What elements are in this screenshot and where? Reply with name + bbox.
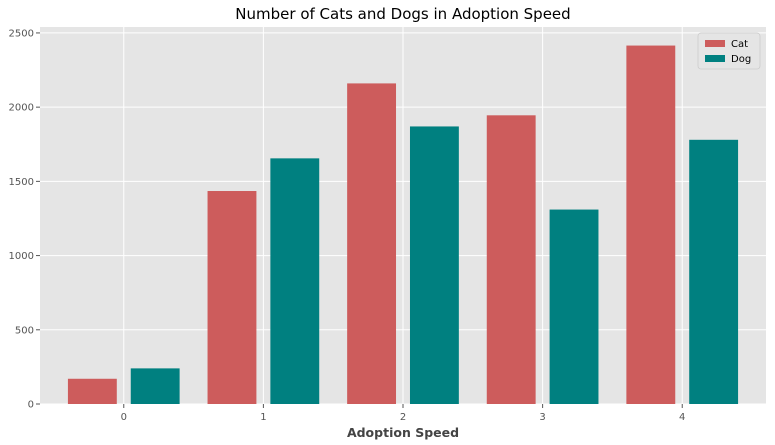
grid-lines — [40, 27, 766, 405]
y-tick-label: 1500 — [9, 177, 34, 188]
legend-swatch-cat — [705, 40, 725, 47]
x-tick-label: 4 — [679, 412, 685, 423]
legend-swatch-dog — [705, 55, 725, 62]
x-tick-label: 0 — [121, 412, 127, 423]
y-tick-label: 2000 — [9, 103, 34, 114]
bar-dog-1 — [270, 158, 320, 404]
legend-label-dog: Dog — [731, 54, 751, 65]
bar-dog-0 — [130, 368, 180, 404]
bar-cat-3 — [486, 115, 536, 405]
legend: Cat Dog — [697, 32, 761, 70]
bar-cat-4 — [626, 45, 676, 404]
x-ticks: 0 1 2 3 4 — [121, 404, 685, 423]
y-tick-label: 2500 — [9, 28, 34, 39]
x-tick-label: 2 — [400, 412, 406, 423]
x-tick-label: 3 — [539, 412, 545, 423]
bar-dog-2 — [409, 126, 459, 404]
x-axis-label: Adoption Speed — [347, 425, 459, 440]
x-tick-label: 1 — [260, 412, 266, 423]
bars-group — [67, 45, 739, 405]
bar-cat-0 — [67, 378, 117, 404]
y-tick-label: 500 — [15, 325, 34, 336]
chart-title: Number of Cats and Dogs in Adoption Spee… — [235, 5, 570, 23]
y-ticks: 0 500 1000 1500 2000 2500 — [9, 28, 40, 411]
bar-cat-1 — [207, 191, 257, 404]
legend-label-cat: Cat — [731, 39, 748, 50]
y-tick-label: 0 — [28, 400, 34, 411]
y-tick-label: 1000 — [9, 251, 34, 262]
bar-dog-4 — [689, 139, 739, 404]
bar-cat-2 — [347, 83, 397, 404]
bar-dog-3 — [549, 209, 599, 404]
